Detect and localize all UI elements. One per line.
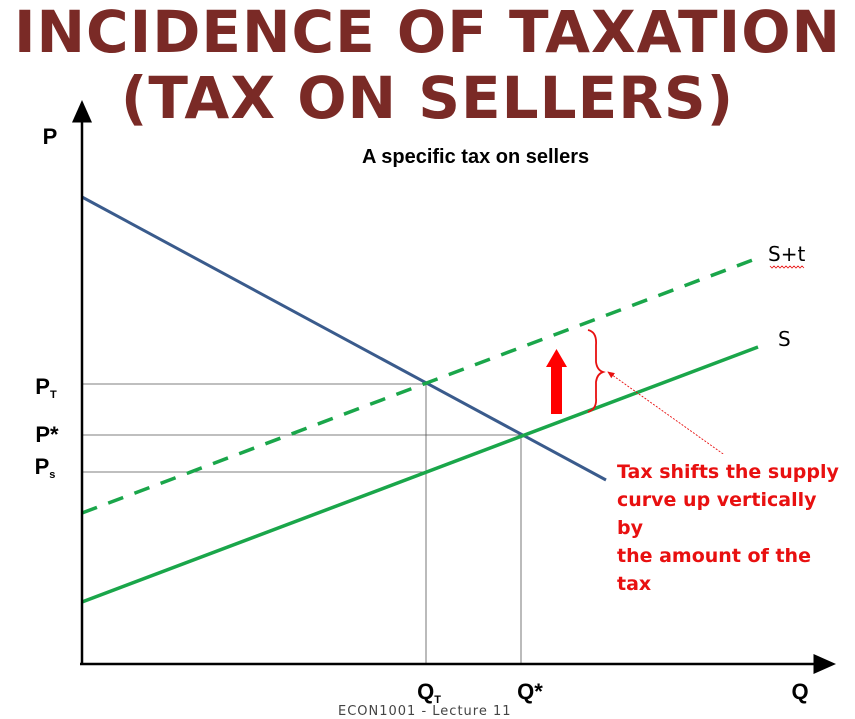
diagram-caption: A specific tax on sellers	[362, 146, 590, 168]
slide-footer: ECON1001 - Lecture 11	[338, 704, 512, 719]
annotation-line-2: curve up vertically by	[617, 489, 817, 539]
qt-main: Q	[417, 679, 435, 704]
title-line-2: (TAX ON SELLERS)	[120, 64, 735, 132]
pstar-main: P*	[35, 422, 59, 447]
price-label-ps: Ps	[16, 452, 74, 484]
supply-tax-label: S+t	[768, 242, 806, 266]
supply-label: S	[778, 327, 791, 351]
annotation-line-1: Tax shifts the supply	[617, 461, 839, 483]
price-label-pstar: P*	[20, 420, 74, 450]
y-axis-label: P	[30, 120, 70, 154]
annotation-line-3: the amount of the tax	[617, 545, 811, 595]
supply-curve	[81, 345, 759, 604]
spell-squiggle	[769, 265, 805, 269]
x-axis-label: Q	[778, 674, 822, 710]
price-label-pt: PT	[18, 370, 74, 404]
annotation-pointer	[607, 371, 727, 457]
demand-curve	[81, 195, 607, 482]
pt-main: P	[35, 374, 50, 399]
ps-main: P	[34, 454, 50, 479]
tax-up-arrow	[546, 349, 567, 414]
quantity-label-qstar: Q*	[500, 674, 560, 710]
title-line-1: INCIDENCE OF TAXATION	[13, 0, 842, 66]
annotation-box: Tax shifts the supply curve up verticall…	[607, 454, 843, 595]
supply-tax-curve	[81, 256, 759, 515]
quantity-label-qt: QT	[404, 674, 454, 710]
tax-brace	[587, 329, 606, 413]
ps-sub: s	[49, 469, 56, 481]
x-axis-label-text: Q	[791, 679, 809, 704]
qt-sub: T	[434, 694, 441, 706]
y-axis-label-text: P	[42, 124, 58, 149]
qstar-main: Q*	[517, 679, 543, 704]
pt-sub: T	[49, 389, 57, 401]
